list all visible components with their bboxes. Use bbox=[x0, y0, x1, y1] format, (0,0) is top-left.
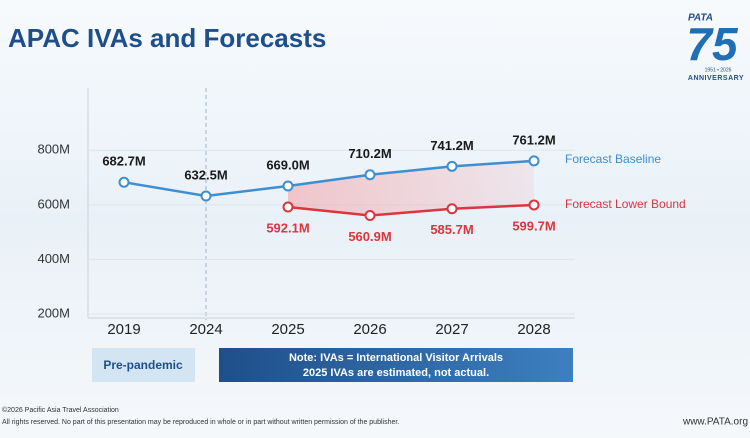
legend-label: Forecast Lower Bound bbox=[565, 197, 686, 211]
note-box bbox=[219, 348, 573, 382]
period-box bbox=[92, 348, 195, 382]
url: www.PATA.org bbox=[682, 417, 748, 428]
legend-label: Forecast Baseline bbox=[565, 152, 661, 166]
point bbox=[364, 169, 376, 181]
value-label: 592.1M bbox=[266, 220, 309, 235]
point bbox=[446, 203, 458, 215]
series-line bbox=[287, 203, 535, 217]
series-line bbox=[123, 159, 535, 198]
x-tick-label: 2019 bbox=[107, 321, 140, 338]
x-tick-label: 2024 bbox=[189, 321, 222, 338]
logo-number: 75 bbox=[686, 18, 739, 70]
y-tick-label: 800M bbox=[37, 142, 70, 157]
value-label: 599.7M bbox=[512, 218, 555, 233]
x-tick-label: 2025 bbox=[271, 321, 304, 338]
rights: All rights reserved. No part of this pre… bbox=[2, 419, 399, 426]
y-tick-label: 400M bbox=[37, 251, 70, 266]
x-tick-label: 2028 bbox=[517, 321, 550, 338]
note-line: 2025 IVAs are estimated, not actual. bbox=[303, 367, 489, 379]
logo-brand: PATA bbox=[688, 13, 713, 24]
period-label: Pre-pandemic bbox=[103, 358, 183, 372]
point bbox=[200, 190, 212, 202]
logo-subtitle: ANNIVERSARY bbox=[688, 75, 744, 82]
value-label: 710.2M bbox=[348, 146, 391, 161]
point bbox=[282, 180, 294, 192]
value-label: 632.5M bbox=[184, 167, 227, 182]
note-line: Note: IVAs = International Visitor Arriv… bbox=[289, 352, 503, 364]
point bbox=[118, 176, 130, 188]
value-label: 741.2M bbox=[430, 138, 473, 153]
point bbox=[446, 160, 458, 172]
y-tick-label: 200M bbox=[37, 305, 70, 320]
point bbox=[364, 210, 376, 222]
point bbox=[528, 155, 540, 167]
point bbox=[282, 201, 294, 213]
plot: 200M 400M 600M 800M 2019 2024 2025 2026 2027 2028… bbox=[37, 132, 685, 338]
y-tick-label: 600M bbox=[37, 196, 70, 211]
value-label: 560.9M bbox=[348, 229, 391, 244]
x-tick-label: 2026 bbox=[353, 321, 386, 338]
value-label: 585.7M bbox=[430, 222, 473, 237]
logo: PATA 75 1951 • 2026 ANNIVERSARY bbox=[686, 13, 744, 82]
x-tick-label: 2027 bbox=[435, 321, 468, 338]
value-label: 761.2M bbox=[512, 132, 555, 147]
value-label: 669.0M bbox=[266, 157, 309, 172]
point bbox=[528, 199, 540, 211]
value-label: 682.7M bbox=[102, 154, 145, 169]
forecast-band bbox=[288, 160, 534, 216]
copyright: ©2026 Pacific Asia Travel Association bbox=[2, 406, 119, 414]
title: APAC IVAs and Forecasts bbox=[8, 23, 326, 53]
logo-years: 1951 • 2026 bbox=[705, 67, 732, 73]
